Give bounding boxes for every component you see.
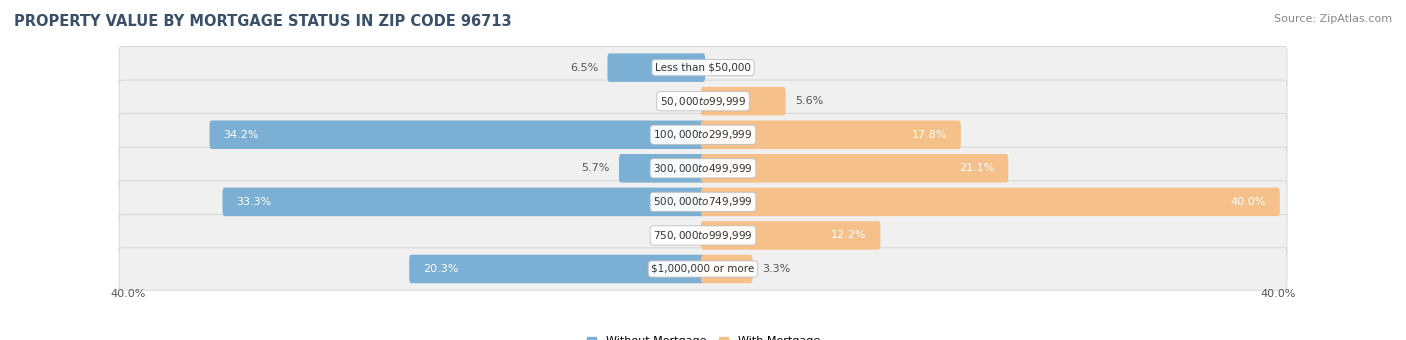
FancyBboxPatch shape [120,248,1286,290]
FancyBboxPatch shape [120,80,1286,122]
FancyBboxPatch shape [120,114,1286,156]
FancyBboxPatch shape [700,221,880,250]
FancyBboxPatch shape [120,181,1286,223]
FancyBboxPatch shape [607,53,706,82]
FancyBboxPatch shape [700,188,1279,216]
FancyBboxPatch shape [222,188,706,216]
FancyBboxPatch shape [209,120,706,149]
FancyBboxPatch shape [700,255,752,283]
Text: 40.0%: 40.0% [1230,197,1267,207]
Text: 21.1%: 21.1% [959,163,994,173]
Text: PROPERTY VALUE BY MORTGAGE STATUS IN ZIP CODE 96713: PROPERTY VALUE BY MORTGAGE STATUS IN ZIP… [14,14,512,29]
Text: $750,000 to $999,999: $750,000 to $999,999 [654,229,752,242]
Text: Source: ZipAtlas.com: Source: ZipAtlas.com [1274,14,1392,23]
Text: $1,000,000 or more: $1,000,000 or more [651,264,755,274]
Legend: Without Mortgage, With Mortgage: Without Mortgage, With Mortgage [582,332,824,340]
Text: 40.0%: 40.0% [111,289,146,299]
Text: 5.7%: 5.7% [581,163,610,173]
FancyBboxPatch shape [120,147,1286,189]
FancyBboxPatch shape [700,154,1008,183]
Text: $100,000 to $299,999: $100,000 to $299,999 [654,128,752,141]
FancyBboxPatch shape [120,214,1286,257]
Text: 0.0%: 0.0% [658,231,686,240]
Text: 12.2%: 12.2% [831,231,866,240]
Text: $300,000 to $499,999: $300,000 to $499,999 [654,162,752,175]
Text: 17.8%: 17.8% [911,130,948,140]
Text: 6.5%: 6.5% [569,63,598,73]
FancyBboxPatch shape [619,154,706,183]
FancyBboxPatch shape [700,120,960,149]
Text: 3.3%: 3.3% [762,264,790,274]
Text: 0.0%: 0.0% [658,96,686,106]
Text: $50,000 to $99,999: $50,000 to $99,999 [659,95,747,108]
Text: Less than $50,000: Less than $50,000 [655,63,751,73]
Text: 40.0%: 40.0% [1260,289,1295,299]
FancyBboxPatch shape [700,87,786,116]
Text: 0.0%: 0.0% [720,63,748,73]
Text: $500,000 to $749,999: $500,000 to $749,999 [654,195,752,208]
Text: 20.3%: 20.3% [423,264,458,274]
FancyBboxPatch shape [120,47,1286,89]
FancyBboxPatch shape [409,255,706,283]
Text: 34.2%: 34.2% [224,130,259,140]
Text: 5.6%: 5.6% [794,96,823,106]
Text: 33.3%: 33.3% [236,197,271,207]
